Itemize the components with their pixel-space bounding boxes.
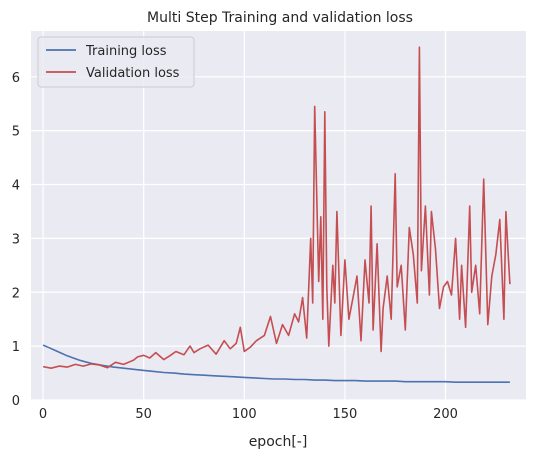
legend: Training loss Validation loss xyxy=(37,36,195,88)
x-tick-label: 200 xyxy=(433,407,458,422)
y-tick-label: 2 xyxy=(12,286,20,301)
x-tick-label: 100 xyxy=(232,407,257,422)
y-tick-label: 5 xyxy=(12,125,20,140)
x-tick-label: 150 xyxy=(332,407,357,422)
y-tick-label: 4 xyxy=(12,179,20,194)
legend-label-training: Training loss xyxy=(85,44,167,59)
y-tick-label: 6 xyxy=(12,71,20,86)
y-tick-label: 0 xyxy=(12,394,20,409)
y-tick-label: 3 xyxy=(12,232,20,247)
legend-box xyxy=(37,36,195,88)
tick-labels: 0 50 100 150 200 0 1 2 3 4 5 6 xyxy=(12,71,458,422)
series-lines xyxy=(42,46,511,384)
x-axis-label: epoch[-] xyxy=(249,434,308,450)
series-line-validation-loss xyxy=(42,46,511,370)
y-tick-label: 1 xyxy=(12,340,20,355)
legend-label-validation: Validation loss xyxy=(86,66,180,81)
grid xyxy=(31,31,526,401)
chart-title: Multi Step Training and validation loss xyxy=(147,10,413,26)
x-tick-label: 0 xyxy=(39,407,47,422)
x-tick-label: 50 xyxy=(135,407,152,422)
